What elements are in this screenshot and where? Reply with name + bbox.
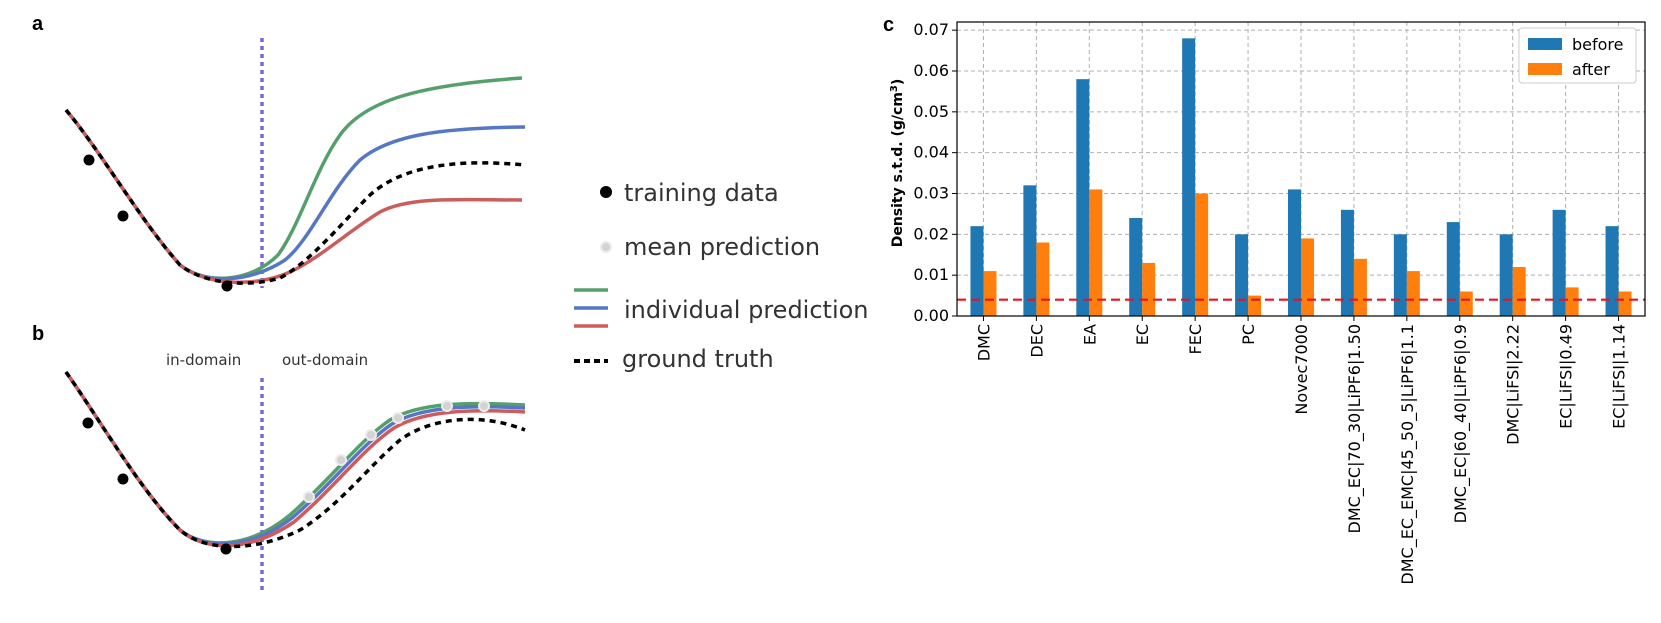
x-tick-label: EC: [1133, 324, 1152, 345]
panel-b-mean-point: [392, 412, 404, 424]
bar-before: [1393, 234, 1407, 316]
bar-before: [1023, 185, 1037, 316]
x-axis-ticks: DMC DEC EA EC FEC PC Novec7000 DMC_EC|70_30|LiP…: [974, 316, 1629, 585]
x-tick-label: DMC_EC|60_40|LiPF6|0.9: [1451, 324, 1471, 523]
bar-before: [1129, 218, 1143, 316]
bar-before: [1552, 209, 1566, 316]
x-tick-label: EC|LiFSI|1.14: [1610, 324, 1629, 429]
bar-chart-legend: before after: [1518, 27, 1637, 84]
bar-before: [1288, 189, 1301, 316]
y-tick-label: 0.06: [913, 61, 949, 80]
bar-before: [1605, 226, 1619, 316]
legend-mean-label: mean prediction: [624, 233, 820, 261]
bar-legend-before-label: before: [1572, 35, 1624, 54]
y-tick-label: 0.07: [913, 20, 949, 39]
y-axis-label: Density s.t.d. (g/cm3): [889, 79, 906, 248]
panel-a-green-curve: [64, 76, 523, 281]
legend-truth-label: ground truth: [622, 345, 774, 373]
bar-before: [970, 226, 984, 316]
bar-after: [1406, 271, 1420, 316]
bar-after: [1036, 242, 1050, 316]
panel-a-training-point: [221, 280, 233, 292]
panel-b-blue-curve: [64, 370, 526, 546]
y-tick-label: 0.00: [913, 306, 949, 325]
panel-a-training-point: [117, 210, 129, 222]
bar-chart-bars: [970, 38, 1632, 317]
x-tick-label: DMC: [974, 324, 993, 361]
legend-training-label: training data: [624, 179, 779, 207]
panel-a: a: [32, 13, 526, 292]
panel-b-training-point: [220, 543, 232, 555]
panel-a-blue-curve: [64, 108, 526, 281]
panel-b-ground-truth-curve: [64, 370, 526, 549]
bar-after: [1459, 291, 1473, 316]
bar-legend-after-swatch: [1528, 63, 1562, 75]
panel-a-red-curve: [64, 108, 523, 284]
out-domain-label: out-domain: [282, 351, 368, 369]
bar-after: [1618, 291, 1632, 316]
x-tick-label: DMC_EC|70_30|LiPF6|1.50: [1345, 324, 1365, 533]
y-tick-label: 0.05: [913, 102, 949, 121]
in-domain-label: in-domain: [166, 351, 241, 369]
legend-training-marker: [600, 186, 612, 198]
x-tick-label: DMC|LiFSI|2.22: [1504, 324, 1523, 445]
panel-c: c 0.00 0.01 0.02 0.03 0.04 0.05 0.06 0.07 DMC DE…: [883, 14, 1646, 585]
x-tick-label: EC|LiFSI|0.49: [1557, 324, 1576, 429]
bar-after: [1512, 267, 1526, 316]
y-tick-label: 0.02: [913, 224, 949, 243]
panel-b-mean-point: [478, 400, 490, 412]
bar-after: [1301, 238, 1314, 316]
panel-b-training-point: [82, 417, 94, 429]
y-tick-label: 0.04: [913, 143, 949, 162]
bar-before: [1076, 79, 1090, 317]
bar-legend-before-swatch: [1528, 38, 1562, 50]
legend-individual-label: individual prediction: [624, 296, 869, 324]
bar-after: [983, 271, 997, 316]
curves-legend: training data mean prediction individual…: [574, 179, 869, 373]
bar-after: [1353, 258, 1367, 316]
panel-b-red-curve: [64, 370, 526, 548]
x-tick-label: Novec7000: [1292, 324, 1311, 415]
bar-before: [1446, 222, 1460, 316]
panel-a-ground-truth-curve: [64, 108, 526, 285]
panel-c-letter: c: [883, 14, 894, 36]
panel-b-mean-point: [441, 400, 453, 412]
bar-after: [1142, 262, 1156, 316]
bar-after: [1565, 287, 1579, 316]
bar-before: [1499, 234, 1513, 316]
panel-b: b in-domain out-domain: [32, 323, 526, 590]
x-tick-label: EA: [1080, 324, 1099, 345]
panel-b-mean-point: [335, 454, 347, 466]
x-tick-label: PC: [1239, 324, 1258, 345]
bar-after: [1089, 189, 1103, 316]
panel-b-mean-point: [365, 429, 377, 441]
bar-before: [1340, 209, 1354, 316]
bar-before: [1235, 234, 1249, 316]
x-tick-label: FEC: [1186, 324, 1205, 354]
y-axis-ticks: 0.00 0.01 0.02 0.03 0.04 0.05 0.06 0.07: [913, 20, 957, 325]
legend-mean-marker: [600, 241, 612, 253]
y-tick-label: 0.03: [913, 184, 949, 203]
bar-after: [1195, 193, 1209, 316]
bar-before: [1182, 38, 1196, 316]
panel-a-letter: a: [32, 13, 44, 35]
y-tick-label: 0.01: [913, 265, 949, 284]
x-tick-label: DMC_EC_EMC|45_50_5|LiPF6|1.1: [1398, 324, 1418, 585]
panel-a-training-point: [83, 154, 95, 166]
panel-b-letter: b: [32, 323, 44, 345]
panel-b-training-point: [117, 473, 129, 485]
panel-b-mean-point: [303, 491, 315, 503]
x-tick-label: DEC: [1027, 324, 1046, 358]
bar-legend-after-label: after: [1572, 60, 1610, 79]
